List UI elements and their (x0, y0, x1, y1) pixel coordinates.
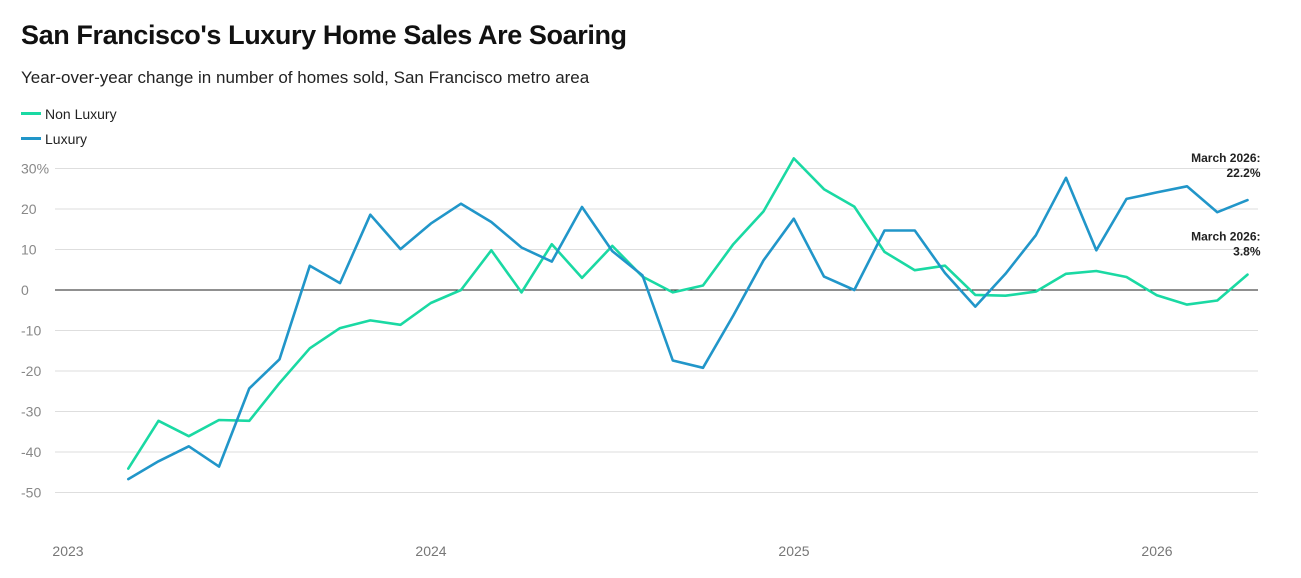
x-tick-label: 2025 (778, 543, 809, 559)
y-axis-ticks: 30% 20 10 0 -10 -20 -30 -40 -50 (21, 161, 49, 501)
series-line-non-luxury (127, 157, 1249, 470)
y-tick-label: -40 (21, 444, 41, 460)
annotation-label: March 2026: (1191, 151, 1260, 165)
chart-subtitle: Year-over-year change in number of homes… (21, 68, 590, 87)
legend-swatch-non-luxury (21, 112, 41, 115)
legend-label-non-luxury: Non Luxury (45, 105, 117, 122)
y-tick-label: -50 (21, 485, 41, 501)
x-tick-label: 2026 (1141, 543, 1172, 559)
y-tick-label: 0 (21, 282, 29, 298)
series-line-luxury (127, 176, 1249, 481)
x-tick-label: 2023 (52, 543, 83, 559)
x-axis-ticks: 2023 2024 2025 2026 (52, 543, 1172, 559)
y-tick-label: -10 (21, 323, 41, 339)
legend-item-non-luxury: Non Luxury (21, 101, 117, 126)
y-tick-label: 10 (21, 242, 37, 258)
chart-title: San Francisco's Luxury Home Sales Are So… (21, 20, 627, 50)
y-tick-label: 30% (21, 161, 49, 177)
legend-label-luxury: Luxury (45, 130, 88, 147)
legend: Non Luxury Luxury (21, 101, 117, 151)
y-tick-label: -30 (21, 404, 41, 420)
annotation-label: March 2026: (1191, 230, 1260, 244)
y-tick-label: 20 (21, 201, 37, 217)
annotation-value: 3.8% (1233, 245, 1261, 259)
y-tick-label: -20 (21, 363, 41, 379)
x-tick-label: 2024 (415, 543, 446, 559)
legend-item-luxury: Luxury (21, 126, 117, 151)
legend-swatch-luxury (21, 137, 41, 140)
series-lines (127, 157, 1249, 481)
gridlines (55, 168, 1258, 493)
annotations: March 2026:22.2%March 2026:3.8% (1191, 151, 1261, 259)
annotation-value: 22.2% (1226, 166, 1260, 180)
